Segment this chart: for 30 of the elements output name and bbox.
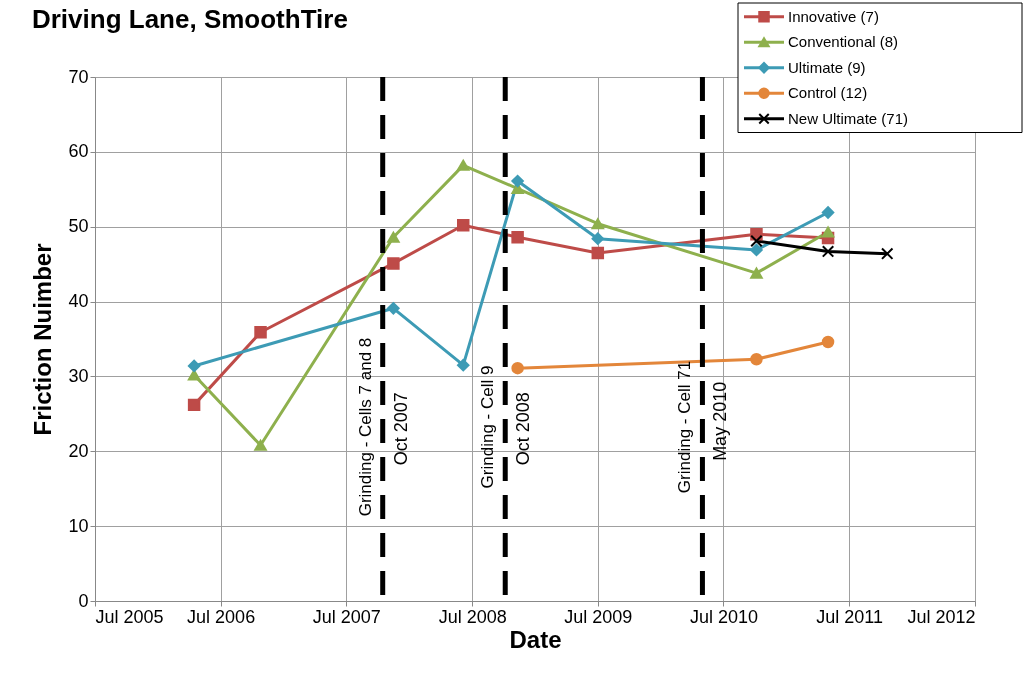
annotation: Oct 2008	[513, 392, 534, 466]
legend-label: Ultimate (9)	[788, 58, 866, 76]
y-tick-label: 10	[68, 515, 89, 536]
legend-label: Control (12)	[788, 84, 868, 102]
x-tick-label: Jul 2006	[187, 606, 256, 627]
y-tick-label: 60	[68, 141, 89, 162]
y-tick-label: 40	[68, 291, 89, 312]
y-axis-title: Friction Nuimber	[29, 243, 57, 436]
ref-line-label: Grinding - Cells 7 and 8	[355, 337, 375, 517]
legend-label: Innovative (7)	[788, 7, 879, 25]
y-tick-label: 50	[68, 216, 89, 237]
chart-title: Driving Lane, SmoothTire	[31, 3, 348, 34]
x-tick-label: Jul 2010	[689, 606, 758, 627]
x-tick-label: Jul 2008	[438, 606, 507, 627]
annotation: May 2010	[710, 381, 731, 461]
annotation: Oct 2007	[390, 392, 411, 466]
x-axis-title: Date	[509, 625, 562, 653]
ref-line-label: Grinding - Cell 9	[478, 365, 498, 489]
x-tick-label: Jul 2005	[95, 606, 164, 627]
x-tick-label: Jul 2011	[816, 606, 883, 627]
y-tick-label: 70	[68, 66, 89, 87]
y-tick-label: 0	[78, 590, 89, 611]
x-tick-label: Jul 2012	[907, 606, 976, 627]
legend-label: New Ultimate (71)	[788, 109, 909, 127]
legend-label: Conventional (8)	[788, 33, 899, 51]
y-tick-label: 20	[68, 440, 89, 461]
ref-line-label: Grinding - Cell 71	[675, 360, 695, 494]
x-tick-label: Jul 2007	[312, 606, 381, 627]
y-tick-label: 30	[68, 365, 89, 386]
x-tick-label: Jul 2009	[564, 606, 633, 627]
